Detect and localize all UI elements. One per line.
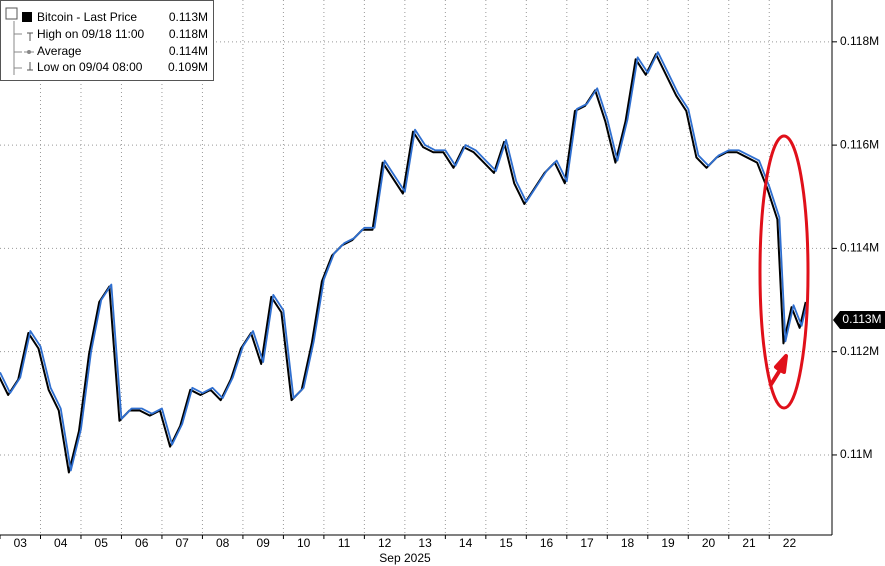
y-tick-label: 0.11M [840, 447, 872, 461]
x-tick-label: 10 [297, 536, 311, 550]
highlight-ellipse [758, 134, 810, 410]
series-shadow [0, 53, 807, 474]
last-price-tag [833, 311, 885, 329]
legend-swatch [22, 12, 32, 22]
series-line [0, 51, 809, 472]
legend-label: Low on 09/04 08:00 [37, 60, 143, 74]
legend-value: 0.118M [169, 27, 208, 41]
arrow [768, 354, 788, 388]
x-tick-label: 16 [540, 536, 554, 550]
lines [0, 51, 809, 474]
legend-label: Bitcoin - Last Price [37, 10, 137, 24]
x-tick-label: 07 [176, 536, 190, 550]
x-tick-label: 04 [54, 536, 68, 550]
x-tick-label: 09 [256, 536, 270, 550]
x-tick-label: 12 [378, 536, 392, 550]
x-tick-label: 08 [216, 536, 230, 550]
legend-value: 0.109M [168, 60, 208, 74]
x-tick-label: 05 [95, 536, 109, 550]
y-tick-label: 0.118M [840, 34, 879, 48]
x-tick-label: 13 [418, 536, 432, 550]
x-axis-label: Sep 2025 [379, 551, 431, 565]
x-tick-label: 19 [661, 536, 675, 550]
x-tick-label: 18 [621, 536, 635, 550]
y-tick-label: 0.116M [840, 137, 879, 151]
x-tick-label: 15 [499, 536, 513, 550]
y-tick-label: 0.114M [840, 241, 879, 255]
x-tick-label: 03 [14, 536, 28, 550]
legend-low-icon [27, 62, 33, 71]
x-tick-label: 14 [459, 536, 473, 550]
x-tick-label: 20 [702, 536, 716, 550]
legend-toggle [5, 7, 18, 20]
x-tick-label: 21 [742, 536, 756, 550]
x-tick-label: 17 [580, 536, 594, 550]
legend-avg-dot [27, 50, 31, 54]
last-price-label: 0.113M [842, 312, 881, 326]
x-tick-label: 06 [135, 536, 149, 550]
legend-value: 0.113M [169, 10, 208, 24]
legend-box [0, 0, 214, 81]
grid [0, 0, 832, 535]
x-tick-label: 22 [783, 536, 797, 550]
y-tick-label: 0.112M [840, 344, 879, 358]
legend-label: Average [37, 44, 82, 58]
legend-tree [13, 21, 22, 75]
legend-high-icon [27, 32, 33, 41]
legend-label: High on 09/18 11:00 [37, 27, 145, 41]
legend-value: 0.114M [169, 44, 208, 58]
x-tick-label: 11 [338, 536, 351, 550]
